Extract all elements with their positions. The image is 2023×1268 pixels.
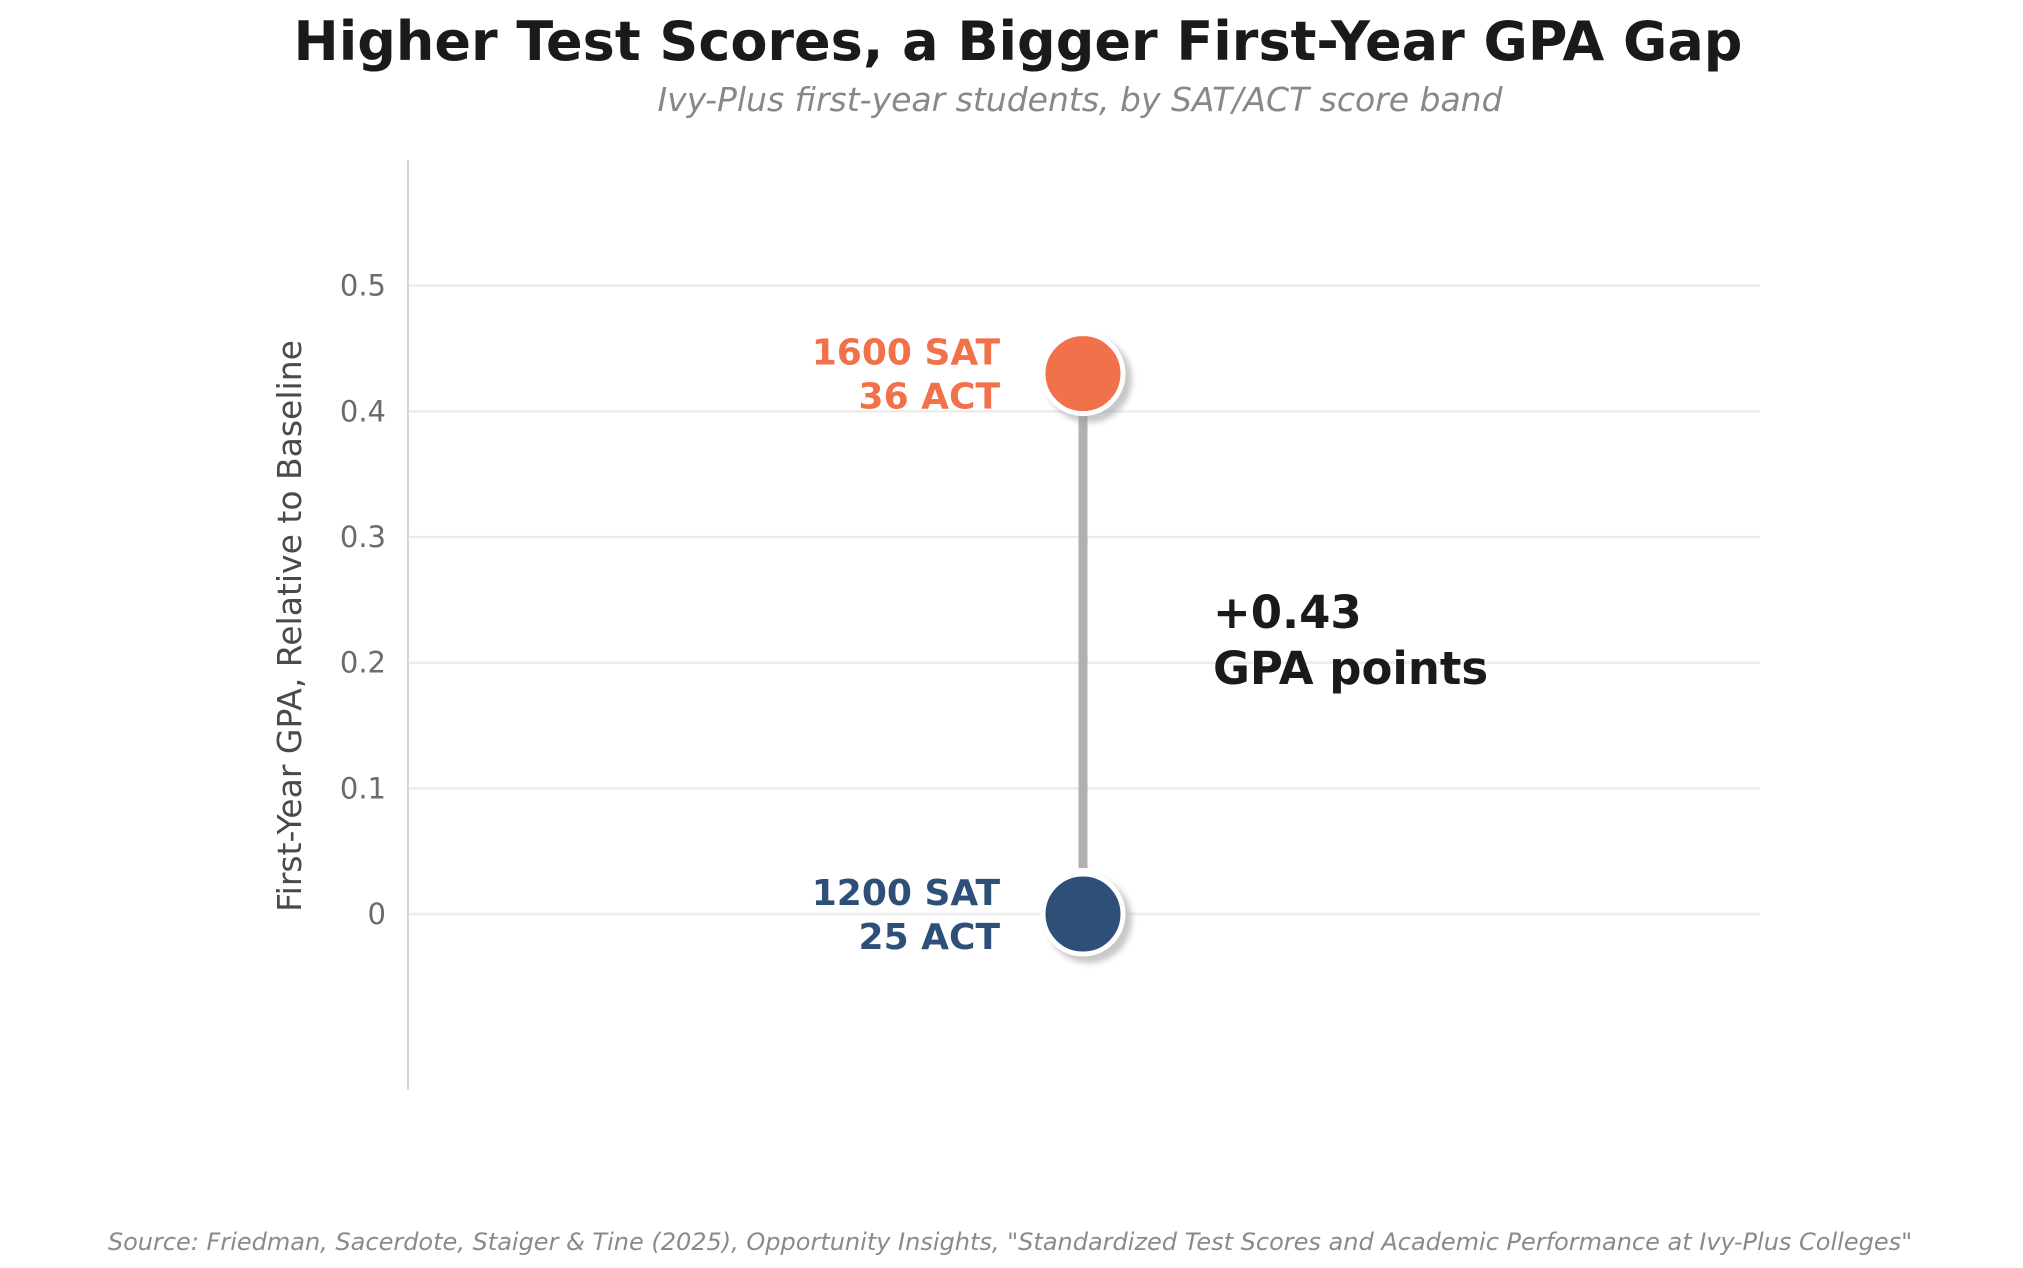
- data-point-label-act: 25 ACT: [859, 917, 1001, 958]
- y-tick-label: 0.2: [340, 646, 386, 680]
- data-point-label-act: 36 ACT: [859, 377, 1001, 418]
- data-point-label-sat: 1600 SAT: [812, 333, 1001, 374]
- data-point: [1040, 331, 1126, 417]
- gap-annotation: +0.43 GPA points: [1213, 586, 1488, 695]
- chart-title: Higher Test Scores, a Bigger First-Year …: [294, 10, 1743, 73]
- data-point-label-sat: 1200 SAT: [812, 873, 1001, 914]
- gap-annotation-value: +0.43: [1213, 586, 1362, 639]
- y-axis-label: First-Year GPA, Relative to Baseline: [270, 340, 309, 912]
- source-note: Source: Friedman, Sacerdote, Staiger & T…: [108, 1228, 1912, 1256]
- data-point-label: 1600 SAT 36 ACT: [812, 333, 1001, 418]
- data-point-group: 1600 SAT 36 ACT: [812, 331, 1132, 423]
- gap-annotation-unit: GPA points: [1213, 642, 1488, 695]
- chart-subtitle: Ivy-Plus first-year students, by SAT/ACT…: [657, 80, 1503, 119]
- y-tick-label: 0.4: [340, 394, 386, 428]
- y-tick-label: 0.5: [340, 269, 386, 303]
- y-tick-labels: 0 0.1 0.2 0.3 0.4 0.5: [340, 269, 386, 931]
- data-point-group: 1200 SAT 25 ACT: [812, 871, 1132, 964]
- data-point: [1040, 871, 1126, 957]
- data-points: 1200 SAT 25 ACT 1600 SAT 36 ACT: [812, 331, 1132, 964]
- y-tick-label: 0.1: [340, 771, 386, 805]
- data-point-label: 1200 SAT 25 ACT: [812, 873, 1001, 958]
- y-tick-label: 0: [368, 897, 386, 931]
- y-tick-label: 0.3: [340, 520, 386, 554]
